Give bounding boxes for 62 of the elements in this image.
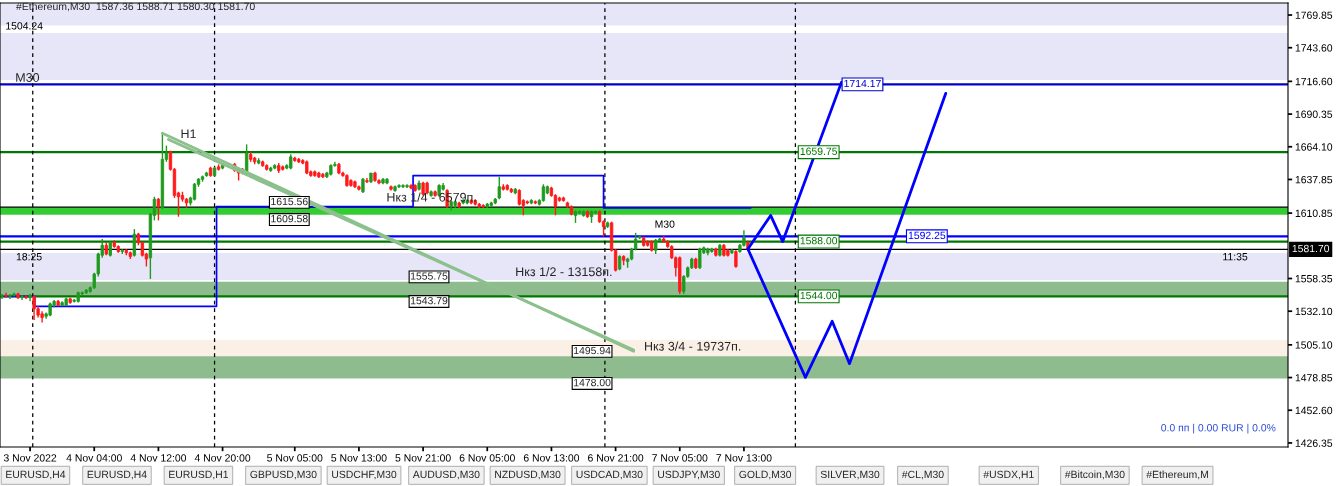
annotation: 1478.00	[574, 378, 611, 387]
x-tick-label: 3 Nov 2022	[3, 454, 57, 462]
band-label: Нкз 3/4 - 19737п.	[645, 341, 741, 351]
y-tick-label: 1558.35	[1295, 275, 1333, 283]
x-tick-label: 5 Nov 21:00	[395, 454, 451, 462]
y-tick-label: 1452.60	[1295, 406, 1333, 415]
y-tick-label: 1637.85	[1295, 175, 1333, 184]
annotation: 11:35	[1223, 253, 1248, 261]
text: USDJPY,M30	[658, 470, 720, 480]
text: EURUSD,H1	[169, 470, 229, 480]
text: EURUSD,H4	[6, 470, 66, 480]
annotation: M30	[655, 220, 675, 228]
y-tick-label: 1664.10	[1295, 143, 1333, 151]
ref-line-label: 1592.25	[908, 231, 946, 240]
text: USDCHF,M30	[332, 470, 397, 480]
annotation: 1609.58	[271, 214, 308, 223]
text: GOLD,M30	[739, 470, 792, 480]
x-tick-label: 4 Nov 12:00	[130, 454, 187, 462]
x-tick-label: 6 Nov 21:00	[588, 454, 644, 462]
x-tick-label: 5 Nov 13:00	[331, 454, 387, 462]
y-tick-label: 1769.85	[1295, 11, 1333, 19]
x-tick-label: 6 Nov 13:00	[523, 454, 580, 462]
text: SILVER,M30	[820, 470, 880, 480]
x-tick-label: 7 Nov 13:00	[716, 454, 772, 462]
text: #CL,M30	[901, 470, 944, 480]
annotation: H1	[181, 129, 196, 139]
text: #USDX,H1	[983, 470, 1034, 480]
y-tick-label: 1610.85	[1295, 209, 1333, 217]
text: AUDUSD,M30	[412, 470, 480, 480]
y-tick-label: 1505.10	[1295, 341, 1333, 349]
y-tick-label: 1743.60	[1295, 44, 1333, 52]
annotation: 18:25	[16, 253, 42, 261]
y-tick-label: 1426.35	[1295, 439, 1333, 447]
annotation: 1555.75	[410, 272, 448, 280]
text: #Bitcoin,M30	[1064, 470, 1125, 480]
annotation: M30	[16, 73, 40, 82]
text: NZDUSD,M30	[495, 470, 561, 480]
ref-line-label: 1659.75	[800, 147, 838, 155]
y-tick-label: 1478.85	[1295, 374, 1333, 382]
x-tick-label: 4 Nov 04:00	[66, 454, 122, 462]
x-tick-label: 4 Nov 20:00	[194, 454, 251, 462]
text: USDCAD,M30	[576, 470, 643, 480]
annotation: 1615.56	[271, 197, 308, 206]
y-tick-label: 1716.60	[1295, 77, 1333, 86]
ref-line-label: 1544.00	[800, 291, 838, 300]
ref-line-label: 1588.00	[800, 236, 838, 245]
annotation: 1543.79	[410, 296, 448, 305]
x-tick-label: 5 Nov 05:00	[267, 454, 323, 462]
text: #Ethereum,M	[1146, 470, 1208, 480]
annotation: 0.0 пп | 0.00 RUR | 0.0%	[1161, 423, 1276, 434]
annotation: 1495.94	[574, 346, 611, 355]
ref-line-label: 1581.70	[1292, 244, 1330, 253]
x-tick-label: 6 Nov 05:00	[459, 454, 515, 462]
text: GBPUSD,M30	[250, 470, 317, 480]
x-tick-label: 7 Nov 05:00	[652, 454, 708, 462]
chart-title: #Ethereum,M30 1587.36 1588.71 1580.30 1581.70	[16, 2, 255, 12]
y-tick-label: 1690.35	[1295, 110, 1333, 118]
y-tick-label: 1532.10	[1295, 307, 1333, 316]
ref-line-label: 1714.17	[844, 79, 881, 88]
band-label: Нкз 1/2 - 13158п.	[516, 266, 612, 277]
annotation: 1504.24	[6, 22, 43, 30]
text: EURUSD,H4	[87, 470, 147, 480]
